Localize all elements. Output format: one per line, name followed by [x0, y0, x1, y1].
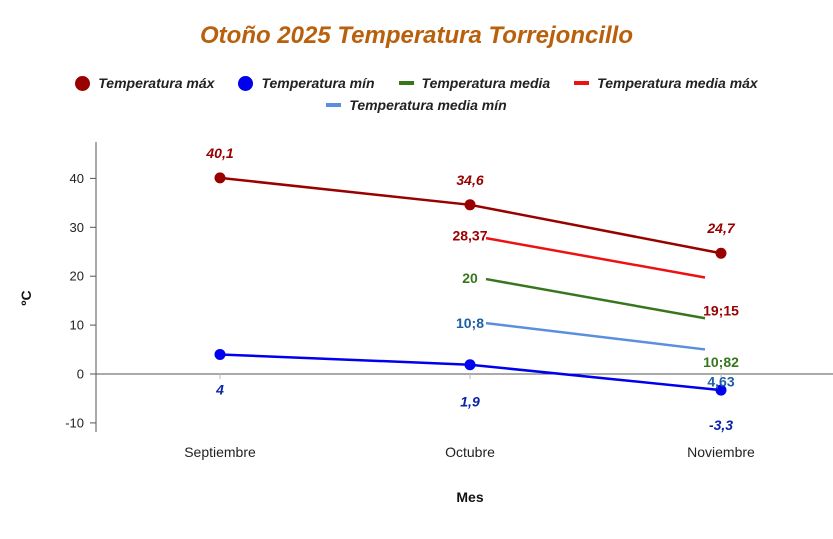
legend-marker-temp-max — [75, 75, 91, 91]
data-point — [464, 359, 476, 371]
legend-label-temp-media: Temperatura media — [421, 75, 551, 91]
legend-marker-temp-min — [238, 75, 254, 91]
data-label: -3,3 — [709, 417, 733, 433]
data-point — [464, 199, 476, 211]
series-line — [485, 321, 706, 351]
legend-marker-temp-media — [398, 81, 414, 85]
legend-row-1: Temperatura máx Temperatura mín Temperat… — [0, 72, 833, 94]
legend-item-temp-max: Temperatura máx — [75, 75, 214, 91]
legend-label-temp-media-max: Temperatura media máx — [597, 75, 758, 91]
series-line — [485, 236, 706, 279]
data-point — [715, 247, 727, 259]
legend-row-2: Temperatura media mín — [0, 94, 833, 116]
data-point — [214, 172, 226, 184]
legend: Temperatura máx Temperatura mín Temperat… — [0, 72, 833, 116]
data-label: 20 — [462, 270, 478, 286]
y-tick-label: 30 — [70, 220, 84, 235]
y-axis-title: ºC — [18, 290, 34, 305]
y-tick-label: 40 — [70, 171, 84, 186]
legend-item-temp-media: Temperatura media — [398, 75, 551, 91]
x-axis-title: Mes — [456, 489, 483, 505]
y-tick-label: -10 — [65, 415, 84, 430]
y-tick-label: 10 — [70, 318, 84, 333]
data-point — [214, 348, 226, 360]
data-label: 4,63 — [707, 373, 734, 389]
legend-item-temp-min: Temperatura mín — [238, 75, 375, 91]
legend-item-temp-media-max: Temperatura media máx — [574, 75, 758, 91]
chart-title: Otoño 2025 Temperatura Torrejoncillo — [200, 22, 633, 49]
data-label: 10;82 — [703, 354, 739, 370]
data-label: 34,6 — [456, 172, 483, 188]
data-label: 40,1 — [205, 145, 233, 161]
legend-marker-temp-media-min — [326, 103, 342, 107]
y-tick-label: 20 — [70, 269, 84, 284]
data-point — [715, 384, 727, 396]
data-label: 24,7 — [706, 220, 735, 236]
data-label: 28,37 — [452, 227, 487, 243]
data-label: 1,9 — [460, 394, 480, 410]
legend-label-temp-media-min: Temperatura media mín — [349, 97, 507, 113]
data-label: 4 — [215, 381, 224, 397]
data-label: 10;8 — [456, 315, 484, 331]
series-line — [485, 277, 706, 320]
legend-marker-temp-media-max — [574, 81, 590, 85]
data-label: 19;15 — [703, 302, 739, 318]
legend-item-temp-media-min: Temperatura media mín — [326, 97, 507, 113]
x-tick-label: Octubre — [445, 444, 495, 460]
x-tick-label: Noviembre — [687, 444, 755, 460]
legend-label-temp-min: Temperatura mín — [261, 75, 375, 91]
x-tick-label: Septiembre — [184, 444, 256, 460]
legend-label-temp-max: Temperatura máx — [98, 75, 215, 91]
y-tick-label: 0 — [77, 367, 84, 382]
